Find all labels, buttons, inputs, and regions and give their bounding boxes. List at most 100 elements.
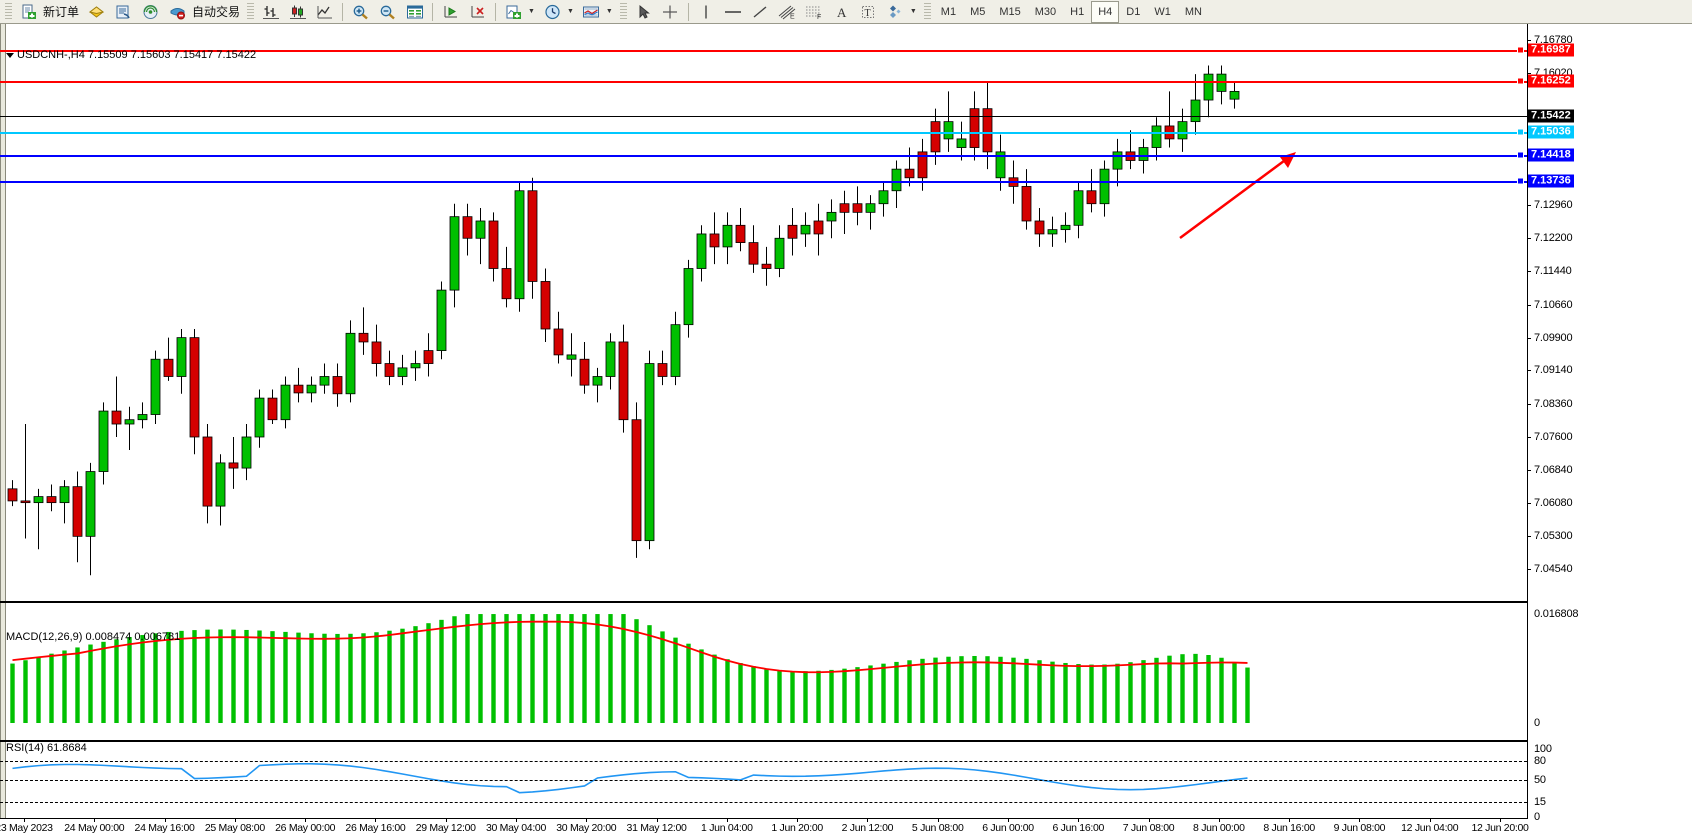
price-level-handle[interactable] xyxy=(1517,177,1524,185)
candle-body xyxy=(1047,229,1058,235)
macd-axis[interactable]: 0.016808 0 xyxy=(1527,602,1692,741)
time-axis-tick xyxy=(445,819,447,822)
price-pane[interactable]: 7.16780 7.16020 7.12960 7.12200 7.11440 7.106… xyxy=(0,24,1692,602)
price-axis-tick xyxy=(1527,502,1531,504)
label-icon[interactable]: T xyxy=(855,0,882,23)
period-chevron-down-icon[interactable]: ▼ xyxy=(566,8,574,15)
timeframe-button-w1[interactable]: W1 xyxy=(1154,5,1171,18)
price-plot[interactable] xyxy=(0,24,1527,602)
add-indicator-chevron-down-icon[interactable]: ▼ xyxy=(528,8,535,15)
step-forward-icon[interactable] xyxy=(437,0,464,23)
new-order-label[interactable]: 新订单 xyxy=(43,5,80,19)
chart-area[interactable]: 7.16780 7.16020 7.12960 7.12200 7.11440 7.106… xyxy=(0,24,1692,837)
time-axis[interactable]: 23 May 2023 24 May 00:00 24 May 16:00 25 Ma… xyxy=(0,819,1692,837)
macd-histogram-bar xyxy=(257,630,262,723)
price-axis[interactable]: 7.16780 7.16020 7.12960 7.12200 7.11440 7.106… xyxy=(1527,24,1692,602)
candle-body xyxy=(163,358,174,377)
macd-histogram-bar xyxy=(751,666,756,723)
macd-histogram-bar xyxy=(699,649,704,723)
timeframe-button-d1[interactable]: D1 xyxy=(1126,5,1141,18)
vertical-line-icon[interactable] xyxy=(693,0,720,23)
rsi-plot[interactable] xyxy=(0,741,1527,819)
crosshair-icon[interactable] xyxy=(657,0,684,23)
svg-text:A: A xyxy=(837,5,847,20)
macd-pane-top-border xyxy=(0,602,1527,603)
objects-chevron-down-icon[interactable]: ▼ xyxy=(909,8,917,15)
candle-body xyxy=(449,216,460,291)
candle-body xyxy=(1060,224,1071,231)
macd-histogram-bar xyxy=(634,619,639,723)
templates-chevron-down-icon[interactable]: ▼ xyxy=(605,8,613,15)
rsi-pane[interactable]: 100 80 50 15 0 RSI(14) 61.8684 xyxy=(0,741,1692,823)
macd-plot[interactable] xyxy=(0,602,1527,741)
macd-histogram-bar xyxy=(738,663,743,723)
bar-chart-icon[interactable] xyxy=(257,0,284,23)
candle-body xyxy=(150,358,161,415)
price-level-line-resistance[interactable] xyxy=(0,50,1527,52)
zoom-out-icon[interactable] xyxy=(374,0,401,23)
price-level-tag-cyan-level[interactable]: 7.15036 xyxy=(1528,125,1574,139)
price-level-line-support[interactable] xyxy=(0,155,1527,157)
price-level-line-last-price[interactable] xyxy=(0,116,1527,117)
candle-body xyxy=(982,108,993,153)
price-level-line-resistance[interactable] xyxy=(0,81,1527,83)
autotrading-label[interactable]: 自动交易 xyxy=(192,5,241,19)
step-back-icon[interactable] xyxy=(464,0,491,23)
timeframe-button-m1[interactable]: M1 xyxy=(940,5,957,18)
symbol-dropdown-icon[interactable] xyxy=(6,52,14,58)
price-axis-tick-label: 7.05300 xyxy=(1534,530,1573,543)
rsi-axis-line xyxy=(1527,741,1528,819)
market-icon[interactable] xyxy=(164,0,191,23)
toolbar-grip-2[interactable] xyxy=(247,3,255,20)
line-chart-icon[interactable] xyxy=(311,0,338,23)
period-icon[interactable] xyxy=(539,0,566,23)
horizontal-line-icon[interactable] xyxy=(720,0,747,23)
timeframe-button-mn[interactable]: MN xyxy=(1184,5,1202,18)
cursor-icon[interactable] xyxy=(630,0,657,23)
main-toolbar: 新订单 自动交易 xyxy=(0,0,1692,24)
price-level-tag-support[interactable]: 7.14418 xyxy=(1528,148,1574,162)
macd-histogram-bar xyxy=(829,669,834,723)
timeframe-button-m15[interactable]: M15 xyxy=(999,5,1021,18)
price-level-handle[interactable] xyxy=(1517,77,1524,85)
macd-pane[interactable]: 0.016808 0 MACD(12,26,9) 0.008474 0.00678… xyxy=(0,602,1692,741)
price-level-handle[interactable] xyxy=(1517,151,1524,159)
candle-body xyxy=(1112,151,1123,170)
toolbar-grip-4[interactable] xyxy=(923,3,931,20)
rsi-axis-tick-label: 100 xyxy=(1534,743,1552,755)
new-order-icon[interactable] xyxy=(15,0,42,23)
toolbar-grip[interactable] xyxy=(5,3,12,20)
price-level-line-support[interactable] xyxy=(0,181,1527,183)
zoom-in-icon[interactable] xyxy=(347,0,374,23)
price-level-tag-resistance[interactable]: 7.16252 xyxy=(1528,74,1574,88)
timeframe-button-h4[interactable]: H4 xyxy=(1091,0,1120,23)
price-level-tag-support[interactable]: 7.13736 xyxy=(1528,174,1574,188)
price-level-tag-resistance[interactable]: 7.16987 xyxy=(1528,43,1574,57)
fibonacci-icon[interactable]: F xyxy=(801,0,828,23)
candle-body xyxy=(618,341,629,421)
data-window-icon[interactable] xyxy=(401,0,428,23)
signal-icon[interactable] xyxy=(137,0,164,23)
trend-line-icon[interactable] xyxy=(747,0,774,23)
timeframe-button-m5[interactable]: M5 xyxy=(970,5,986,18)
time-axis-label: 12 Jun 20:00 xyxy=(1471,822,1529,834)
price-level-handle[interactable] xyxy=(1517,128,1524,136)
macd-histogram-bar xyxy=(868,665,873,723)
price-level-line-cyan-level[interactable] xyxy=(0,132,1527,134)
timeframe-button-h1[interactable]: H1 xyxy=(1070,5,1085,18)
candle-chart-icon[interactable] xyxy=(284,0,311,23)
equidistant-channel-icon[interactable]: E xyxy=(774,0,801,23)
toolbar-grip-3[interactable] xyxy=(619,3,627,20)
rsi-axis[interactable]: 100 80 50 15 0 xyxy=(1527,741,1692,823)
price-level-tag-last-price[interactable]: 7.15422 xyxy=(1528,109,1574,123)
bullish-trend-arrow-icon[interactable] xyxy=(1179,152,1296,240)
news-icon[interactable] xyxy=(110,0,137,23)
price-level-handle[interactable] xyxy=(1517,46,1524,54)
yellow-diamond-icon[interactable] xyxy=(83,0,110,23)
templates-icon[interactable] xyxy=(578,0,605,23)
macd-histogram-bar xyxy=(621,614,626,723)
text-icon[interactable]: A xyxy=(828,0,855,23)
add-indicator-icon[interactable] xyxy=(500,0,527,23)
objects-icon[interactable] xyxy=(882,0,909,23)
timeframe-button-m30[interactable]: M30 xyxy=(1034,5,1057,18)
